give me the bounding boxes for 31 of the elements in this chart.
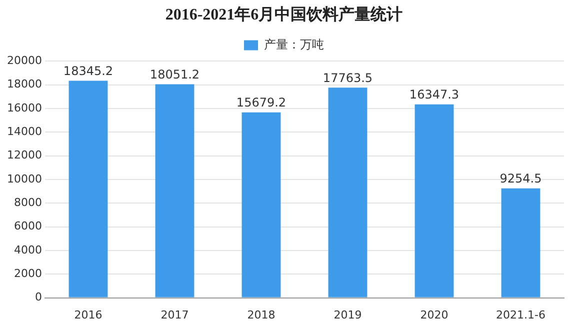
y-tick-label: 6000 [14, 220, 42, 233]
data-label: 18345.2 [63, 64, 114, 78]
x-tick-label: 2018 [247, 308, 276, 322]
legend-label: 产量：万吨 [264, 37, 324, 52]
bar [242, 112, 281, 298]
bar [68, 80, 108, 298]
chart-title: 2016-2021年6月中国饮料产量统计 [165, 6, 403, 24]
y-tick-label: 2000 [14, 267, 42, 280]
y-tick-label: 20000 [6, 54, 42, 68]
data-label: 17763.5 [322, 70, 373, 85]
x-tick-label: 2021.1-6 [496, 308, 546, 322]
bar [501, 188, 540, 298]
x-tick-label: 2019 [334, 308, 362, 322]
x-tick-label: 2020 [420, 308, 448, 322]
bar [328, 88, 368, 298]
y-tick-label: 4000 [14, 243, 42, 256]
y-tick-label: 16000 [6, 101, 42, 114]
data-label: 9254.5 [500, 171, 542, 186]
bar [155, 84, 194, 298]
x-tick-label: 2017 [160, 308, 189, 322]
data-label: 18051.2 [150, 67, 200, 82]
data-label: 16347.3 [409, 88, 460, 102]
y-tick-label: 0 [34, 290, 42, 304]
bar [414, 104, 454, 298]
data-label: 15679.2 [236, 95, 286, 110]
y-tick-label: 10000 [6, 172, 42, 186]
y-tick-label: 12000 [6, 148, 42, 162]
y-tick-label: 14000 [6, 125, 42, 138]
y-tick-label: 18000 [6, 78, 42, 91]
x-tick-label: 2016 [74, 308, 102, 322]
y-tick-label: 8000 [14, 196, 42, 210]
